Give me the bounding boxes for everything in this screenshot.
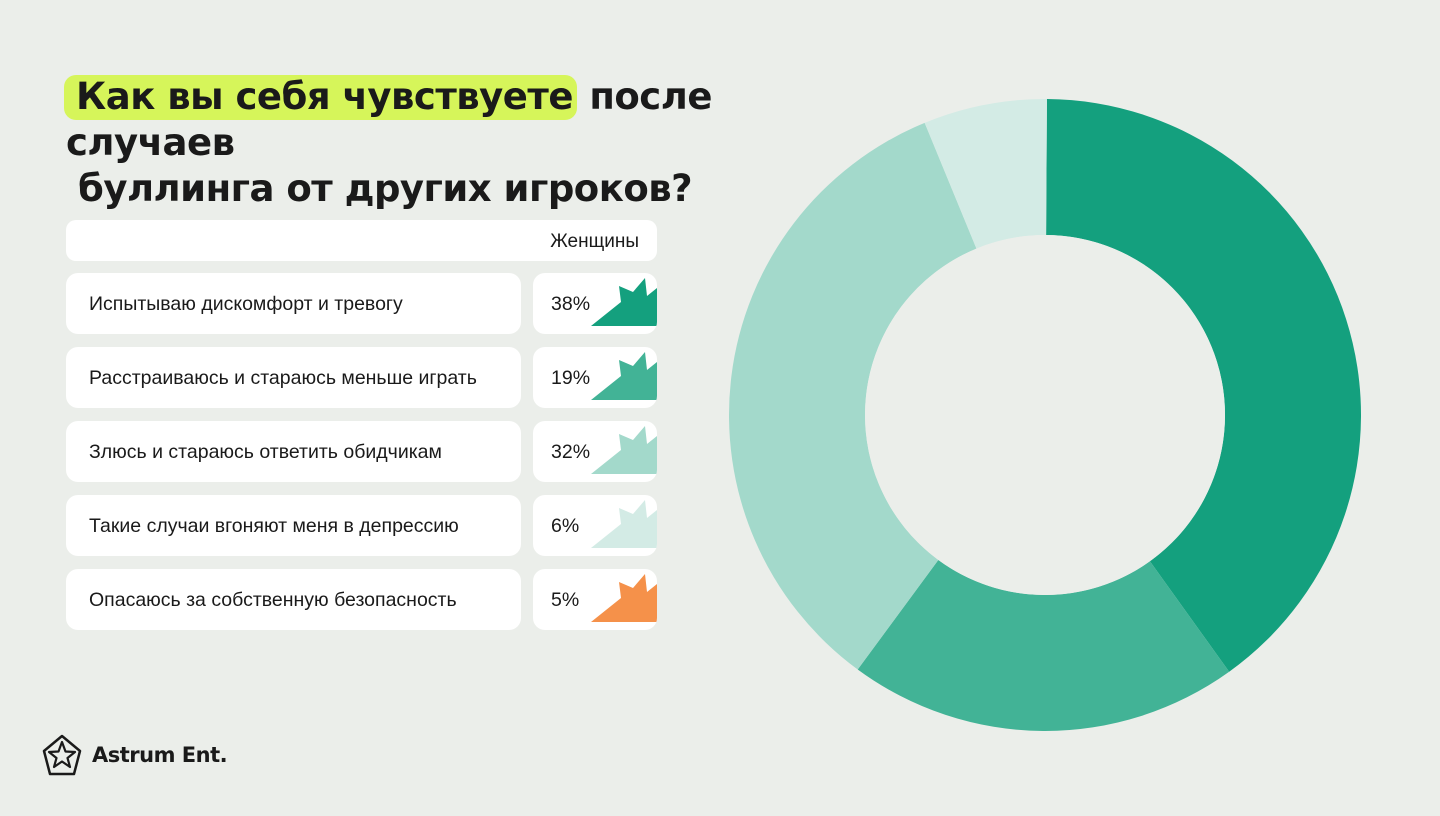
burst-icon — [591, 574, 657, 622]
donut-slice — [924, 99, 1047, 249]
row-value-box: 38% — [533, 273, 657, 334]
row-label: Злюсь и стараюсь ответить обидчикам — [89, 441, 442, 463]
row-label-box: Такие случаи вгоняют меня в депрессию — [66, 495, 521, 556]
table-row: Такие случаи вгоняют меня в депрессию 6% — [66, 495, 657, 556]
table-row: Расстраиваюсь и стараюсь меньше играть 19… — [66, 347, 657, 408]
row-value: 32% — [551, 441, 591, 463]
burst-icon — [591, 500, 657, 548]
row-value-box: 19% — [533, 347, 657, 408]
row-value: 5% — [551, 589, 580, 611]
row-label: Такие случаи вгоняют меня в депрессию — [89, 515, 459, 537]
table-header: Женщины — [66, 220, 657, 261]
donut-slice — [729, 122, 977, 670]
table-row: Испытываю дискомфорт и тревогу 38% — [66, 273, 657, 334]
table-row: Опасаюсь за собственную безопасность 5% — [66, 569, 657, 630]
donut-chart — [729, 99, 1361, 731]
title-highlight: Как вы себя чувствуете — [64, 75, 577, 120]
brand-name: Astrum Ent. — [92, 743, 228, 767]
row-value-box: 6% — [533, 495, 657, 556]
row-value: 38% — [551, 293, 591, 315]
row-label-box: Расстраиваюсь и стараюсь меньше играть — [66, 347, 521, 408]
row-label-box: Злюсь и стараюсь ответить обидчикам — [66, 421, 521, 482]
burst-icon — [591, 426, 657, 474]
row-label: Опасаюсь за собственную безопасность — [89, 589, 457, 611]
row-label: Расстраиваюсь и стараюсь меньше играть — [89, 367, 477, 389]
row-value-box: 32% — [533, 421, 657, 482]
burst-icon — [591, 278, 657, 326]
row-value: 6% — [551, 515, 580, 537]
column-header: Женщины — [550, 231, 639, 252]
donut-slice — [857, 559, 1230, 731]
row-label-box: Испытываю дискомфорт и тревогу — [66, 273, 521, 334]
title-line2: буллинга от других игроков? — [78, 167, 693, 210]
chart-title: Как вы себя чувствуете после случаев бул… — [64, 74, 826, 212]
table-row: Злюсь и стараюсь ответить обидчикам 32% — [66, 421, 657, 482]
burst-icon — [591, 352, 657, 400]
donut-hole — [865, 235, 1225, 595]
row-label-box: Опасаюсь за собственную безопасность — [66, 569, 521, 630]
donut-slice — [1046, 99, 1361, 672]
row-label: Испытываю дискомфорт и тревогу — [89, 293, 403, 315]
row-value-box: 5% — [533, 569, 657, 630]
row-value: 19% — [551, 367, 591, 389]
astrum-logo-icon — [42, 734, 82, 776]
title-rest: после случаев — [66, 75, 712, 164]
